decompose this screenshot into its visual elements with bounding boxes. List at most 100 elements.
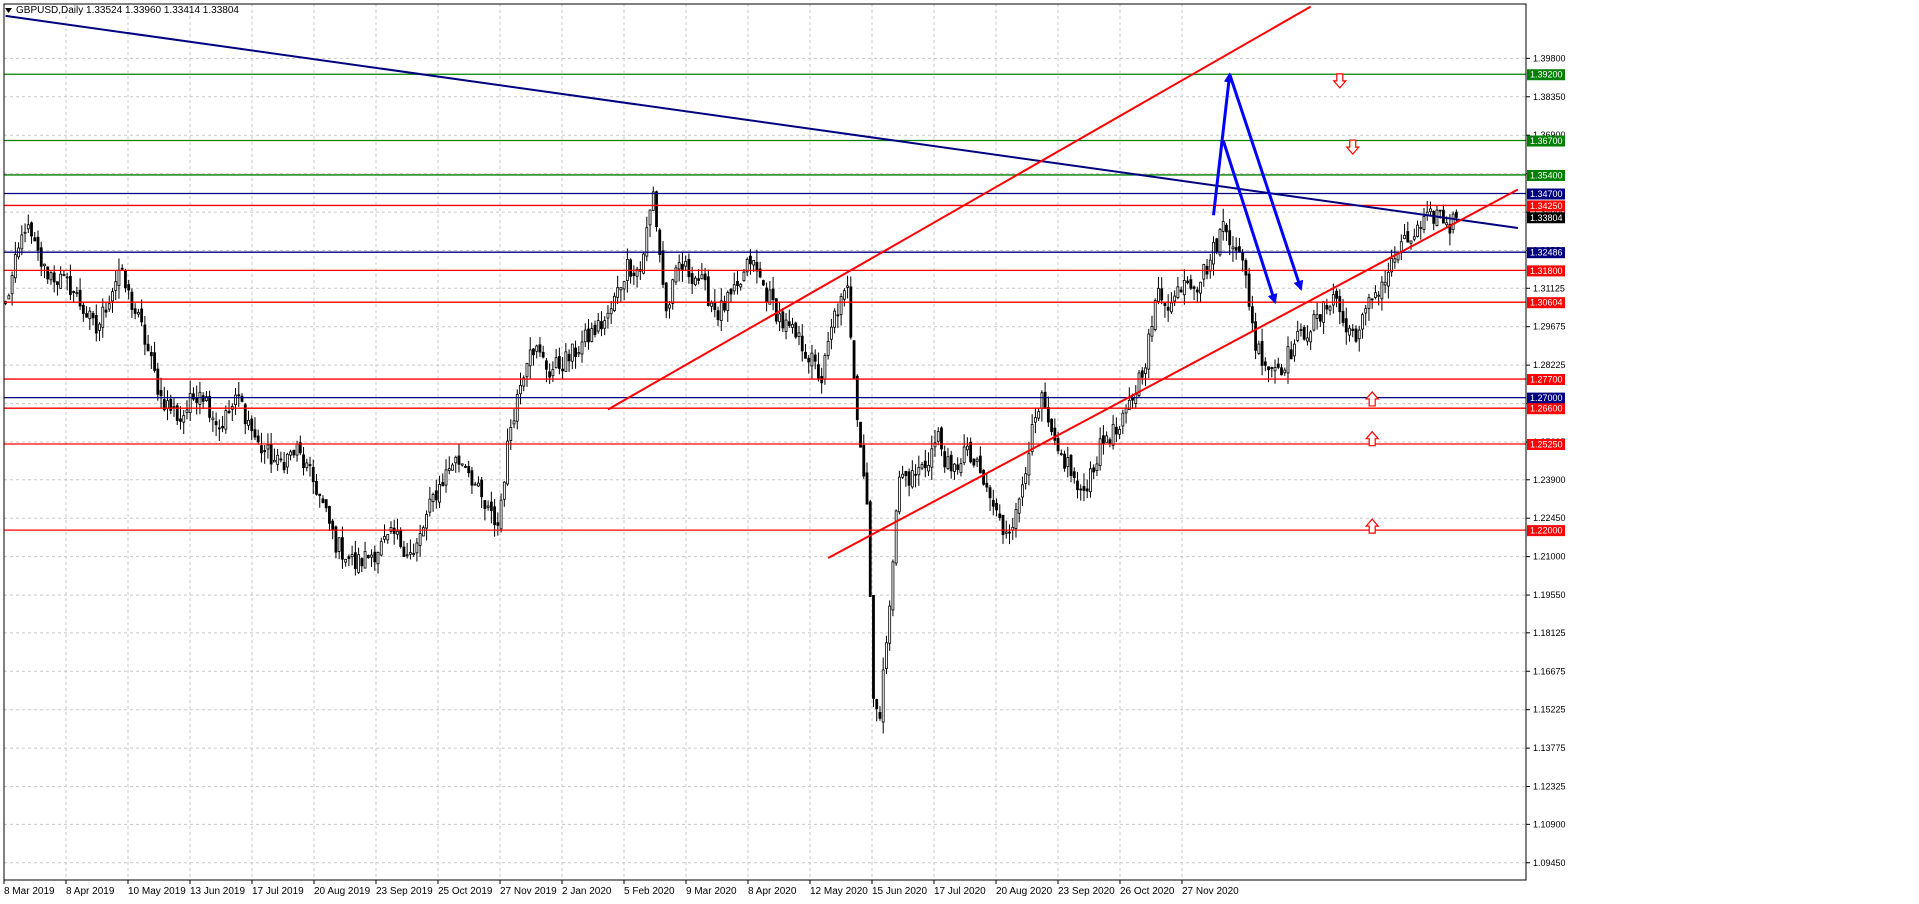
trendline-channel-upper[interactable] [607, 5, 1312, 411]
candle-body [276, 454, 280, 465]
candle-body [933, 442, 937, 448]
candle [1247, 267, 1251, 311]
candle-body [548, 371, 552, 378]
candle-body [318, 493, 322, 496]
candle [771, 276, 775, 311]
candle [341, 526, 344, 569]
candle-body [347, 556, 351, 559]
candle [127, 279, 131, 300]
signal-arrow-down-icon [1332, 73, 1348, 89]
level-label: 1.22000 [1530, 526, 1563, 536]
candle-body [885, 642, 888, 669]
candle-body [182, 415, 186, 423]
candle-body [600, 321, 603, 330]
candle-body [872, 594, 875, 699]
candle-body [1448, 223, 1452, 234]
candle-body [590, 328, 594, 342]
candle-body [528, 349, 532, 367]
candle [107, 295, 111, 312]
scenario-arrow[interactable] [1212, 72, 1234, 216]
candle [1118, 426, 1121, 440]
candle-body [386, 534, 390, 541]
candle [862, 434, 866, 479]
trendlines[interactable] [5, 5, 1519, 559]
candle [726, 290, 730, 322]
candle-body [120, 267, 124, 270]
candle-body [1131, 397, 1134, 401]
candle [506, 428, 509, 486]
candle-body [1283, 369, 1287, 374]
price-tick-label: 1.15225 [1533, 705, 1566, 715]
candle [1144, 363, 1147, 387]
candle-body [1027, 453, 1031, 476]
candle [136, 308, 140, 318]
candle [1166, 294, 1170, 322]
candle-body [285, 453, 289, 468]
candle [904, 470, 908, 487]
candle-body [632, 272, 636, 276]
candle [49, 271, 53, 285]
candle [1085, 479, 1089, 499]
scenario-arrow[interactable] [1228, 73, 1304, 291]
candle [149, 345, 153, 369]
candle [538, 337, 542, 357]
candle-body [684, 260, 688, 267]
candle [1208, 253, 1212, 279]
candle-body [1050, 418, 1053, 433]
candle [975, 456, 979, 468]
candle [195, 385, 199, 415]
candle-body [1409, 240, 1413, 244]
candle-body [1202, 263, 1206, 280]
candle [655, 190, 658, 232]
candle-body [78, 289, 82, 307]
candle [541, 345, 545, 359]
candle-body [1098, 438, 1102, 467]
menu-triangle-icon[interactable] [5, 8, 12, 13]
candle [1195, 286, 1199, 303]
scenario-arrow[interactable] [1221, 140, 1278, 305]
trendline-long-term-downtrend[interactable] [5, 14, 1519, 229]
candle-body [282, 462, 286, 471]
trendline-channel-lower[interactable] [827, 188, 1519, 559]
candle [81, 302, 85, 322]
level-label-box [1527, 403, 1565, 415]
price-tick-label: 1.12325 [1533, 782, 1566, 792]
candle [800, 324, 804, 362]
candle-body [1273, 367, 1277, 372]
candle [4, 300, 8, 306]
candle [723, 295, 726, 313]
candle-body [1370, 298, 1374, 301]
candle [719, 288, 723, 332]
scenario-arrows[interactable] [1212, 72, 1304, 305]
candle-body [771, 288, 775, 301]
candle-body [195, 397, 199, 403]
horizontal-levels[interactable] [4, 73, 1526, 531]
candle-body [522, 377, 526, 387]
candle-body [1186, 280, 1189, 284]
candle-body [1406, 231, 1410, 243]
candle [172, 398, 176, 417]
candle-body [651, 191, 655, 211]
candle [499, 493, 503, 533]
time-tick-label: 20 Aug 2020 [996, 886, 1053, 897]
candle [392, 519, 396, 545]
candle [201, 392, 205, 410]
candle-body [149, 352, 153, 357]
candle-body [817, 364, 820, 379]
candle-body [706, 276, 710, 306]
candle-body [681, 263, 684, 270]
candle-body [1212, 241, 1215, 265]
candle [1089, 461, 1092, 498]
candle-body [20, 234, 24, 250]
candle-body [998, 513, 1002, 518]
candle [166, 390, 169, 421]
candle-body [972, 458, 976, 466]
level-label-box [1527, 392, 1565, 404]
candle-body [217, 427, 221, 430]
candle [1072, 467, 1076, 484]
candle-body [875, 699, 879, 710]
candle-body [1221, 221, 1225, 232]
candle-body [1380, 281, 1384, 300]
